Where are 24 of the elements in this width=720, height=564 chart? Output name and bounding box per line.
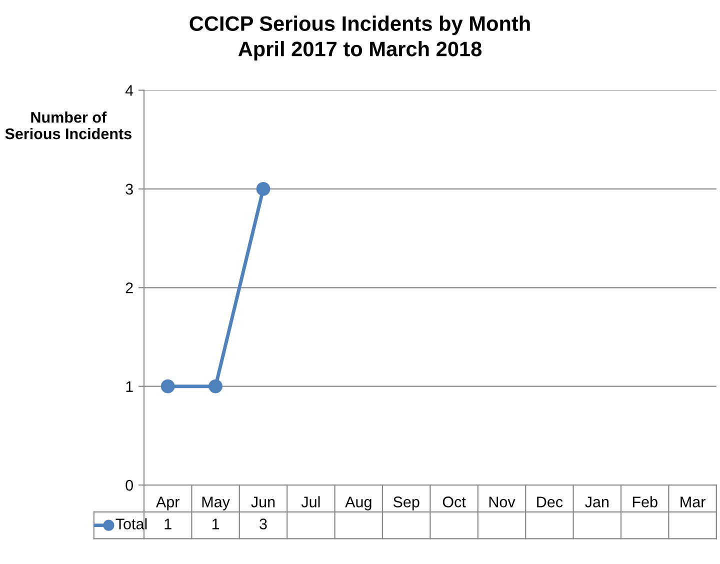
y-tick-label: 4 [125,85,134,96]
x-tick-label: Jul [301,496,320,508]
x-tick-label: Sep [393,496,420,510]
chart-subtitle: April 2017 to March 2018 [238,41,482,60]
data-label: 1 [212,518,220,530]
x-tick-label: Apr [156,496,180,510]
chart-title: CCICP Serious Incidents by Month [190,16,530,36]
x-tick-label: May [202,496,230,510]
x-tick-label: Jan [585,496,608,508]
y-tick-label: 0 [126,480,133,491]
x-tick-label: Oct [442,496,466,508]
x-tick-label: Jun [251,496,275,508]
x-tick-label: Nov [489,496,516,508]
x-tick-label: Feb [632,496,658,508]
x-tick-label: Aug [345,496,372,510]
data-label: 1 [164,518,172,530]
x-tick-label: Dec [537,496,563,508]
y-axis-title: Number of Serious Incidents [5,112,132,140]
x-tick-label: Mar [680,496,706,508]
y-tick-label: 3 [126,184,133,195]
data-label: 3 [260,518,267,530]
y-tick-label: 2 [126,282,133,294]
y-tick-label: 1 [126,381,133,392]
legend-label: Total [116,518,147,530]
